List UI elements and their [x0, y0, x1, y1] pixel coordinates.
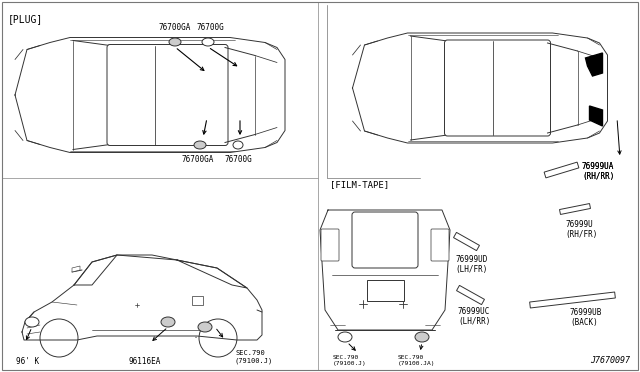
FancyBboxPatch shape [107, 45, 228, 145]
Polygon shape [22, 255, 262, 340]
Ellipse shape [233, 141, 243, 149]
FancyBboxPatch shape [191, 295, 202, 305]
Polygon shape [586, 53, 602, 76]
Polygon shape [353, 33, 607, 143]
Polygon shape [72, 266, 80, 272]
Polygon shape [15, 38, 285, 153]
Ellipse shape [202, 38, 214, 46]
Text: 76999UC
(LH/RR): 76999UC (LH/RR) [458, 307, 490, 326]
Circle shape [199, 319, 237, 357]
Text: 76700G: 76700G [224, 155, 252, 164]
Polygon shape [456, 285, 484, 305]
Polygon shape [454, 232, 479, 251]
Text: 76700G: 76700G [196, 23, 224, 32]
Ellipse shape [25, 317, 39, 327]
Text: 76999U
(RH/FR): 76999U (RH/FR) [565, 220, 597, 240]
Polygon shape [544, 162, 579, 178]
FancyBboxPatch shape [445, 40, 550, 136]
Polygon shape [530, 292, 615, 308]
Text: 76700GA: 76700GA [182, 155, 214, 164]
Text: J7670097: J7670097 [590, 356, 630, 365]
Text: 96' K: 96' K [17, 357, 40, 366]
FancyBboxPatch shape [431, 229, 449, 261]
Text: 76999UD
(LH/FR): 76999UD (LH/FR) [455, 255, 488, 275]
Ellipse shape [338, 332, 352, 342]
Polygon shape [320, 210, 450, 330]
Text: SEC.790
(79100.J): SEC.790 (79100.J) [235, 350, 273, 363]
Ellipse shape [169, 38, 181, 46]
Ellipse shape [415, 332, 429, 342]
Text: 76999UA
(RH/RR): 76999UA (RH/RR) [582, 162, 614, 182]
Ellipse shape [194, 141, 206, 149]
Text: [PLUG]: [PLUG] [8, 14, 44, 24]
FancyBboxPatch shape [352, 212, 418, 268]
Polygon shape [559, 203, 591, 214]
Text: [FILM-TAPE]: [FILM-TAPE] [330, 180, 389, 189]
Text: 76999UB
(BACK): 76999UB (BACK) [570, 308, 602, 327]
FancyBboxPatch shape [321, 229, 339, 261]
Text: 76700GA: 76700GA [159, 23, 191, 32]
Ellipse shape [198, 322, 212, 332]
Circle shape [40, 319, 78, 357]
Ellipse shape [161, 317, 175, 327]
Text: 96116EA: 96116EA [129, 357, 161, 366]
Polygon shape [589, 106, 602, 126]
FancyBboxPatch shape [367, 279, 403, 301]
Text: SEC.790
(79100.J): SEC.790 (79100.J) [333, 355, 367, 366]
Text: SEC.790
(79100.JA): SEC.790 (79100.JA) [398, 355, 435, 366]
Text: 76999UA
(RH/RR): 76999UA (RH/RR) [582, 162, 614, 182]
